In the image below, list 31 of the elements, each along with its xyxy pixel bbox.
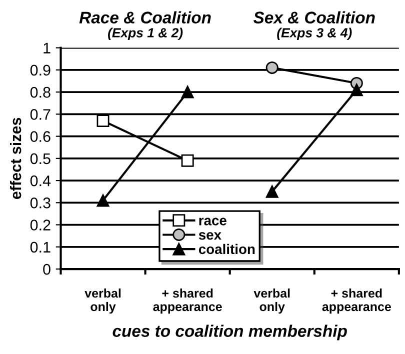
x-tick-label: verbal only <box>84 288 121 314</box>
y-tick-label: 0.3 <box>30 198 50 208</box>
y-tick-label: 0.6 <box>30 131 50 142</box>
legend-label: coalition <box>198 244 255 254</box>
y-tick-label: 0.8 <box>30 86 50 98</box>
point <box>181 86 194 98</box>
x-tick-label: + shared appearance <box>153 288 222 314</box>
point <box>96 114 110 128</box>
text: Sex & Coalition <box>253 11 375 24</box>
y-tick-label: 0.1 <box>30 242 50 253</box>
x-tick-label: verbal only <box>254 288 290 314</box>
x-tick-label: + shared appearance <box>322 288 391 314</box>
point <box>181 154 194 167</box>
legend-label: sex <box>198 232 222 240</box>
point <box>350 84 363 96</box>
y-tick-label: 0.2 <box>30 220 50 230</box>
text: Race & Coalition <box>79 11 211 24</box>
y-axis-title: effect sizes <box>10 118 22 199</box>
y-tick-label: 0 <box>43 264 50 275</box>
point <box>266 185 278 198</box>
legend-label: race <box>199 218 226 226</box>
y-tick-label: 0.5 <box>30 153 50 164</box>
point <box>266 61 278 74</box>
y-tick-label: 1 <box>44 42 50 54</box>
y-tick-label: 0.9 <box>30 64 50 76</box>
y-tick-label: 0.7 <box>30 109 50 120</box>
y-tick-label: 0.4 <box>30 175 51 186</box>
text: (Exps 1 & 2) <box>108 28 183 40</box>
point <box>96 194 110 207</box>
text: (Exps 3 & 4) <box>277 28 352 40</box>
x-axis-title: cues to coalition membership <box>112 324 347 340</box>
